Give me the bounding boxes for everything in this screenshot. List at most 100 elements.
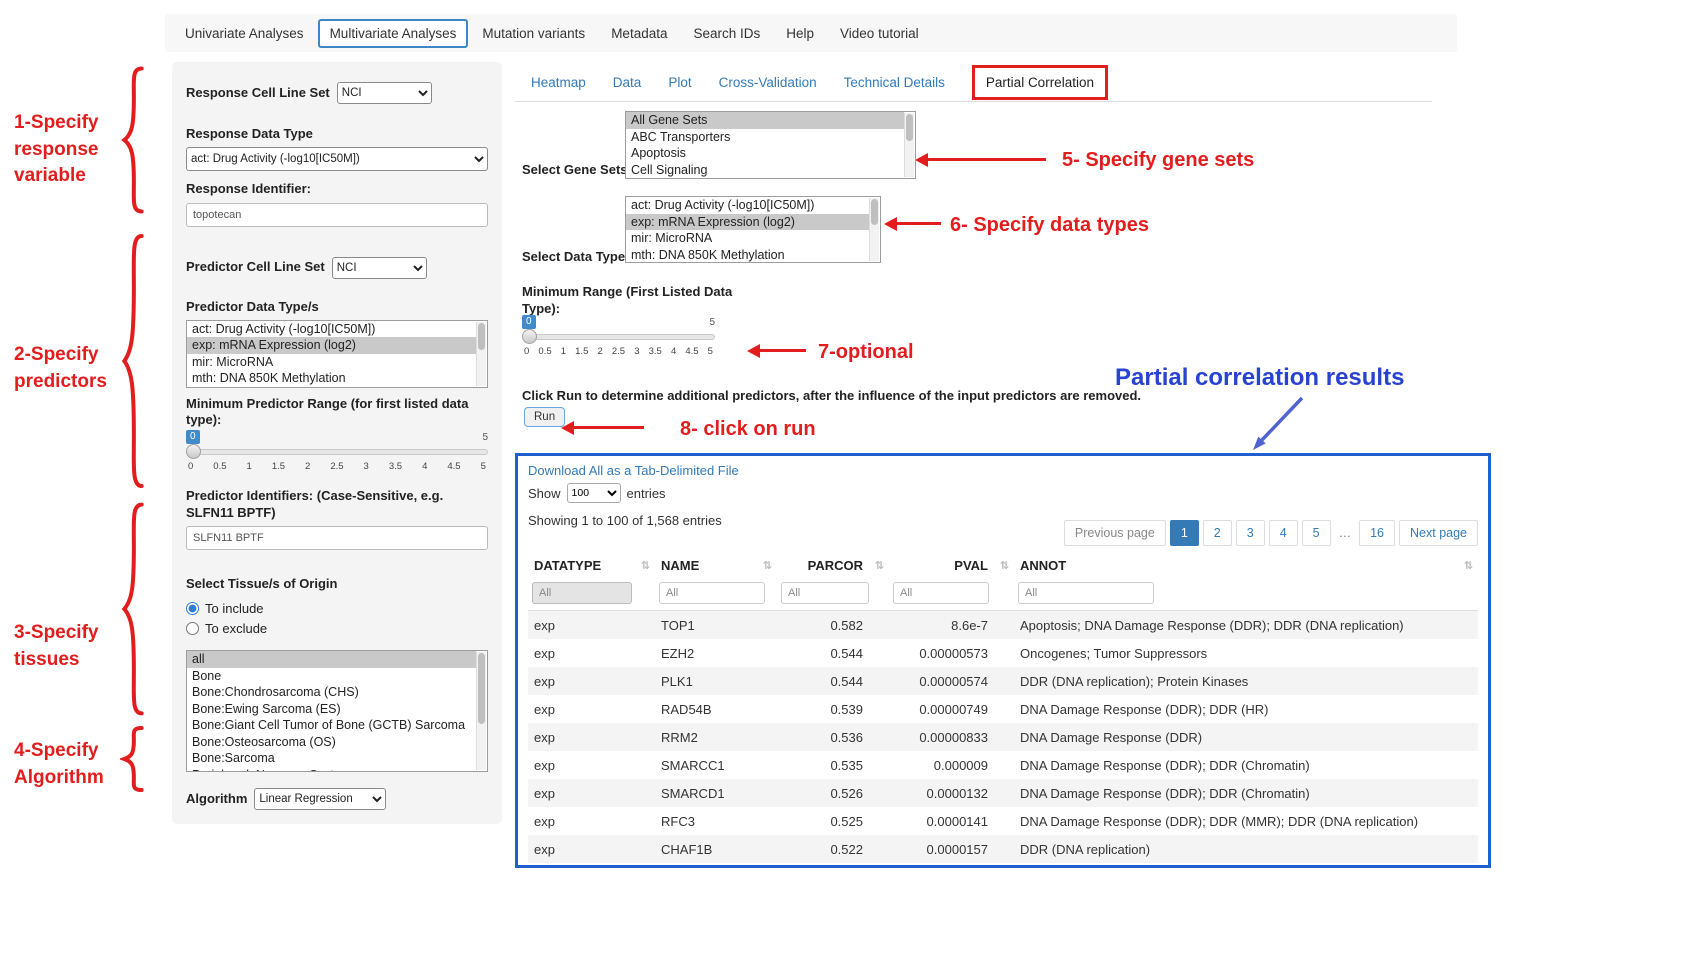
- table-row[interactable]: exp RRM2 0.536 0.00000833 DNA Damage Respons…: [528, 723, 1478, 751]
- scrollbar-thumb-icon[interactable]: [478, 653, 485, 724]
- filter-datatype-input[interactable]: [532, 582, 632, 604]
- nav-tab-mutation-variants[interactable]: Mutation variants: [482, 25, 586, 41]
- run-button[interactable]: Run: [524, 407, 566, 427]
- slider-track[interactable]: [186, 449, 488, 456]
- slider-track[interactable]: [522, 334, 715, 340]
- scrollbar-thumb-icon[interactable]: [906, 114, 913, 141]
- tissue-listbox[interactable]: all Bone Bone:Chondrosarcoma (CHS) Bone:Ewi…: [186, 650, 488, 772]
- response-cell-line-set-select[interactable]: NCI: [336, 82, 432, 104]
- column-header-pval[interactable]: PVAL ⇅: [889, 552, 1014, 579]
- tab-plot[interactable]: Plot: [668, 74, 692, 90]
- radio-include-icon[interactable]: [186, 601, 199, 615]
- nav-tab-univariate-analyses[interactable]: Univariate Analyses: [185, 25, 304, 41]
- predictor-identifiers-input[interactable]: [186, 525, 488, 550]
- pagination-page-2[interactable]: 2: [1202, 520, 1232, 546]
- listbox-option-apoptosis[interactable]: Apoptosis: [631, 146, 686, 160]
- filter-name-input[interactable]: [659, 582, 765, 604]
- listbox-option-mth-dna-850k-methylation[interactable]: mth: DNA 850K Methylation: [631, 247, 785, 262]
- tissue-exclude-radio[interactable]: To exclude: [186, 618, 488, 638]
- column-header-parcor[interactable]: PARCOR ⇅: [777, 552, 889, 579]
- sort-icon[interactable]: ⇅: [762, 560, 772, 572]
- cell-annot: Apoptosis; DNA Damage Response (DDR); DD…: [1020, 617, 1404, 633]
- listbox-option-all-gene-sets[interactable]: All Gene Sets: [626, 112, 904, 129]
- scrollbar-thumb-icon[interactable]: [871, 199, 878, 226]
- column-header-name[interactable]: NAME ⇅: [655, 552, 777, 579]
- gene-sets-listbox[interactable]: All Gene Sets ABC Transporters Apoptosis Ce…: [625, 111, 916, 179]
- table-row[interactable]: exp SMARCD1 0.526 0.0000132 DNA Damage Respo…: [528, 779, 1478, 807]
- response-data-type-select[interactable]: act: Drug Activity (-log10[IC50M]): [186, 147, 488, 172]
- sort-icon[interactable]: ⇅: [1463, 560, 1473, 572]
- slider-thumb-icon[interactable]: [186, 444, 201, 460]
- predictor-cell-line-set-select[interactable]: NCI: [331, 256, 427, 279]
- table-row[interactable]: exp RFC3 0.525 0.0000141 DNA Damage Response…: [528, 807, 1478, 835]
- pagination-previous-button[interactable]: Previous page: [1063, 520, 1166, 546]
- radio-exclude-icon[interactable]: [186, 621, 199, 635]
- column-header-annot[interactable]: ANNOT ⇅: [1014, 552, 1478, 579]
- nav-tab-video-tutorial[interactable]: Video tutorial: [840, 25, 919, 41]
- filter-annot-input[interactable]: [1018, 582, 1154, 604]
- show-entries-select[interactable]: 100: [566, 483, 621, 503]
- cell-name: SMARCC1: [661, 757, 725, 773]
- tab-technical-details[interactable]: Technical Details: [843, 74, 945, 90]
- listbox-option-act-drug-activity-log10-ic50m[interactable]: act: Drug Activity (-log10[IC50M]): [631, 198, 815, 212]
- pagination-page-16[interactable]: 16: [1359, 520, 1396, 546]
- table-row[interactable]: exp CHAF1B 0.522 0.0000157 DDR (DNA replicat…: [528, 835, 1478, 863]
- cell-annot: Oncogenes; Tumor Suppressors: [1020, 645, 1208, 661]
- pagination-page-5[interactable]: 5: [1301, 520, 1331, 546]
- listbox-option-abc-transporters[interactable]: ABC Transporters: [631, 129, 731, 144]
- listbox-option-mir-microrna[interactable]: mir: MicroRNA: [192, 354, 274, 369]
- pagination-page-1[interactable]: 1: [1169, 520, 1199, 546]
- sort-icon[interactable]: ⇅: [999, 560, 1009, 572]
- slider-thumb-icon[interactable]: [522, 329, 537, 344]
- listbox-option-mth-dna-850k-methylation[interactable]: mth: DNA 850K Methylation: [192, 371, 346, 386]
- data-types-listbox[interactable]: act: Drug Activity (-log10[IC50M]) exp: m…: [625, 196, 881, 263]
- listbox-option-bone-giant-cell-tumor-of-bone-gctb-sarcoma[interactable]: Bone:Giant Cell Tumor of Bone (GCTB) Sar…: [192, 718, 466, 732]
- tab-data[interactable]: Data: [612, 74, 642, 90]
- response-identifier-input[interactable]: [186, 202, 488, 227]
- listbox-option-exp-mrna-expression-log2[interactable]: exp: mRNA Expression (log2): [626, 213, 869, 230]
- listbox-option-all[interactable]: all: [187, 651, 476, 668]
- table-row[interactable]: exp PLK1 0.544 0.00000574 DDR (DNA replicati…: [528, 667, 1478, 695]
- scrollbar[interactable]: [869, 198, 879, 261]
- column-header-datatype[interactable]: DATATYPE ⇅: [528, 552, 655, 579]
- listbox-option-exp-mrna-expression-log2[interactable]: exp: mRNA Expression (log2): [187, 337, 476, 354]
- tab-partial-correlation[interactable]: Partial Correlation: [971, 64, 1108, 100]
- scrollbar[interactable]: [476, 321, 486, 386]
- sort-icon[interactable]: ⇅: [640, 560, 650, 572]
- predictor-data-types-listbox[interactable]: act: Drug Activity (-log10[IC50M]) exp: m…: [186, 319, 488, 388]
- tab-heatmap[interactable]: Heatmap: [531, 74, 586, 90]
- listbox-option-bone-ewing-sarcoma-es[interactable]: Bone:Ewing Sarcoma (ES): [192, 701, 341, 716]
- scrollbar-thumb-icon[interactable]: [478, 322, 485, 350]
- listbox-option-bone[interactable]: Bone: [192, 668, 222, 683]
- listbox-option-mir-microrna[interactable]: mir: MicroRNA: [631, 231, 713, 245]
- scrollbar[interactable]: [476, 652, 486, 770]
- download-link[interactable]: Download All as a Tab-Delimited File: [528, 463, 739, 478]
- filter-pval-input[interactable]: [893, 582, 989, 604]
- table-row[interactable]: exp SMARCC1 0.535 0.000009 DNA Damage Respon…: [528, 751, 1478, 779]
- listbox-option-bone-osteosarcoma-os[interactable]: Bone:Osteosarcoma (OS): [192, 734, 336, 749]
- nav-tab-multivariate-analyses[interactable]: Multivariate Analyses: [317, 18, 469, 48]
- listbox-option-cell-signaling[interactable]: Cell Signaling: [631, 162, 708, 177]
- scrollbar[interactable]: [904, 113, 914, 177]
- pagination-page-3[interactable]: 3: [1235, 520, 1265, 546]
- pagination-ellipsis: …: [1338, 526, 1352, 540]
- sort-icon[interactable]: ⇅: [874, 560, 884, 572]
- slider-value-tooltip: 0: [186, 430, 200, 445]
- table-row[interactable]: exp EZH2 0.544 0.00000573 Oncogenes; Tumor S…: [528, 639, 1478, 667]
- algorithm-select[interactable]: Linear Regression: [254, 788, 387, 810]
- listbox-option-bone-sarcoma[interactable]: Bone:Sarcoma: [192, 751, 275, 765]
- nav-tab-metadata[interactable]: Metadata: [611, 25, 668, 41]
- slider-tick-label: 3: [363, 461, 369, 473]
- pagination-next-button[interactable]: Next page: [1399, 520, 1478, 546]
- tab-cross-validation[interactable]: Cross-Validation: [718, 74, 817, 90]
- listbox-option-act-drug-activity-log10-ic50m[interactable]: act: Drug Activity (-log10[IC50M]): [192, 321, 376, 336]
- pagination-page-4[interactable]: 4: [1268, 520, 1298, 546]
- nav-tab-search-ids[interactable]: Search IDs: [693, 25, 761, 41]
- listbox-option-bone-chondrosarcoma-chs[interactable]: Bone:Chondrosarcoma (CHS): [192, 685, 359, 699]
- table-row[interactable]: exp TOP1 0.582 8.6e-7 Apoptosis; DNA Damage …: [528, 610, 1478, 639]
- filter-parcor-input[interactable]: [781, 582, 869, 604]
- table-row[interactable]: exp RAD54B 0.539 0.00000749 DNA Damage Respo…: [528, 695, 1478, 723]
- listbox-option-peripheral-nervous-system[interactable]: Peripheral_Nervous_System: [187, 767, 476, 772]
- nav-tab-help[interactable]: Help: [786, 25, 815, 41]
- tissue-include-radio[interactable]: To include: [186, 598, 488, 618]
